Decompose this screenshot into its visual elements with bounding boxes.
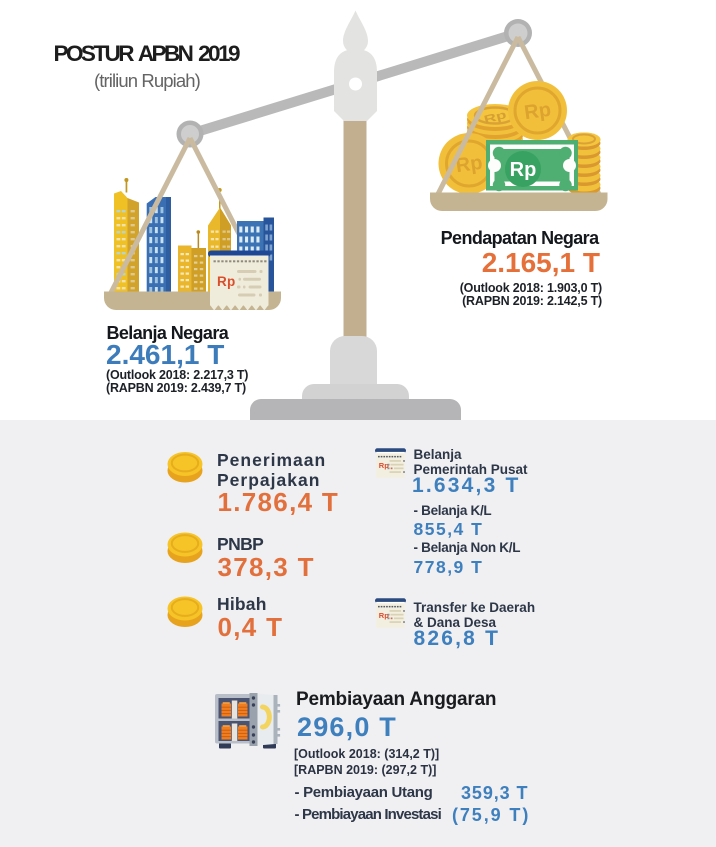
svg-text:Rp: Rp bbox=[217, 274, 236, 289]
svg-text:Rp: Rp bbox=[523, 99, 552, 124]
svg-text:Rp: Rp bbox=[483, 109, 508, 127]
svg-text:Rp: Rp bbox=[510, 159, 537, 181]
svg-text:Rp: Rp bbox=[379, 611, 389, 620]
svg-text:Rp: Rp bbox=[379, 461, 389, 470]
